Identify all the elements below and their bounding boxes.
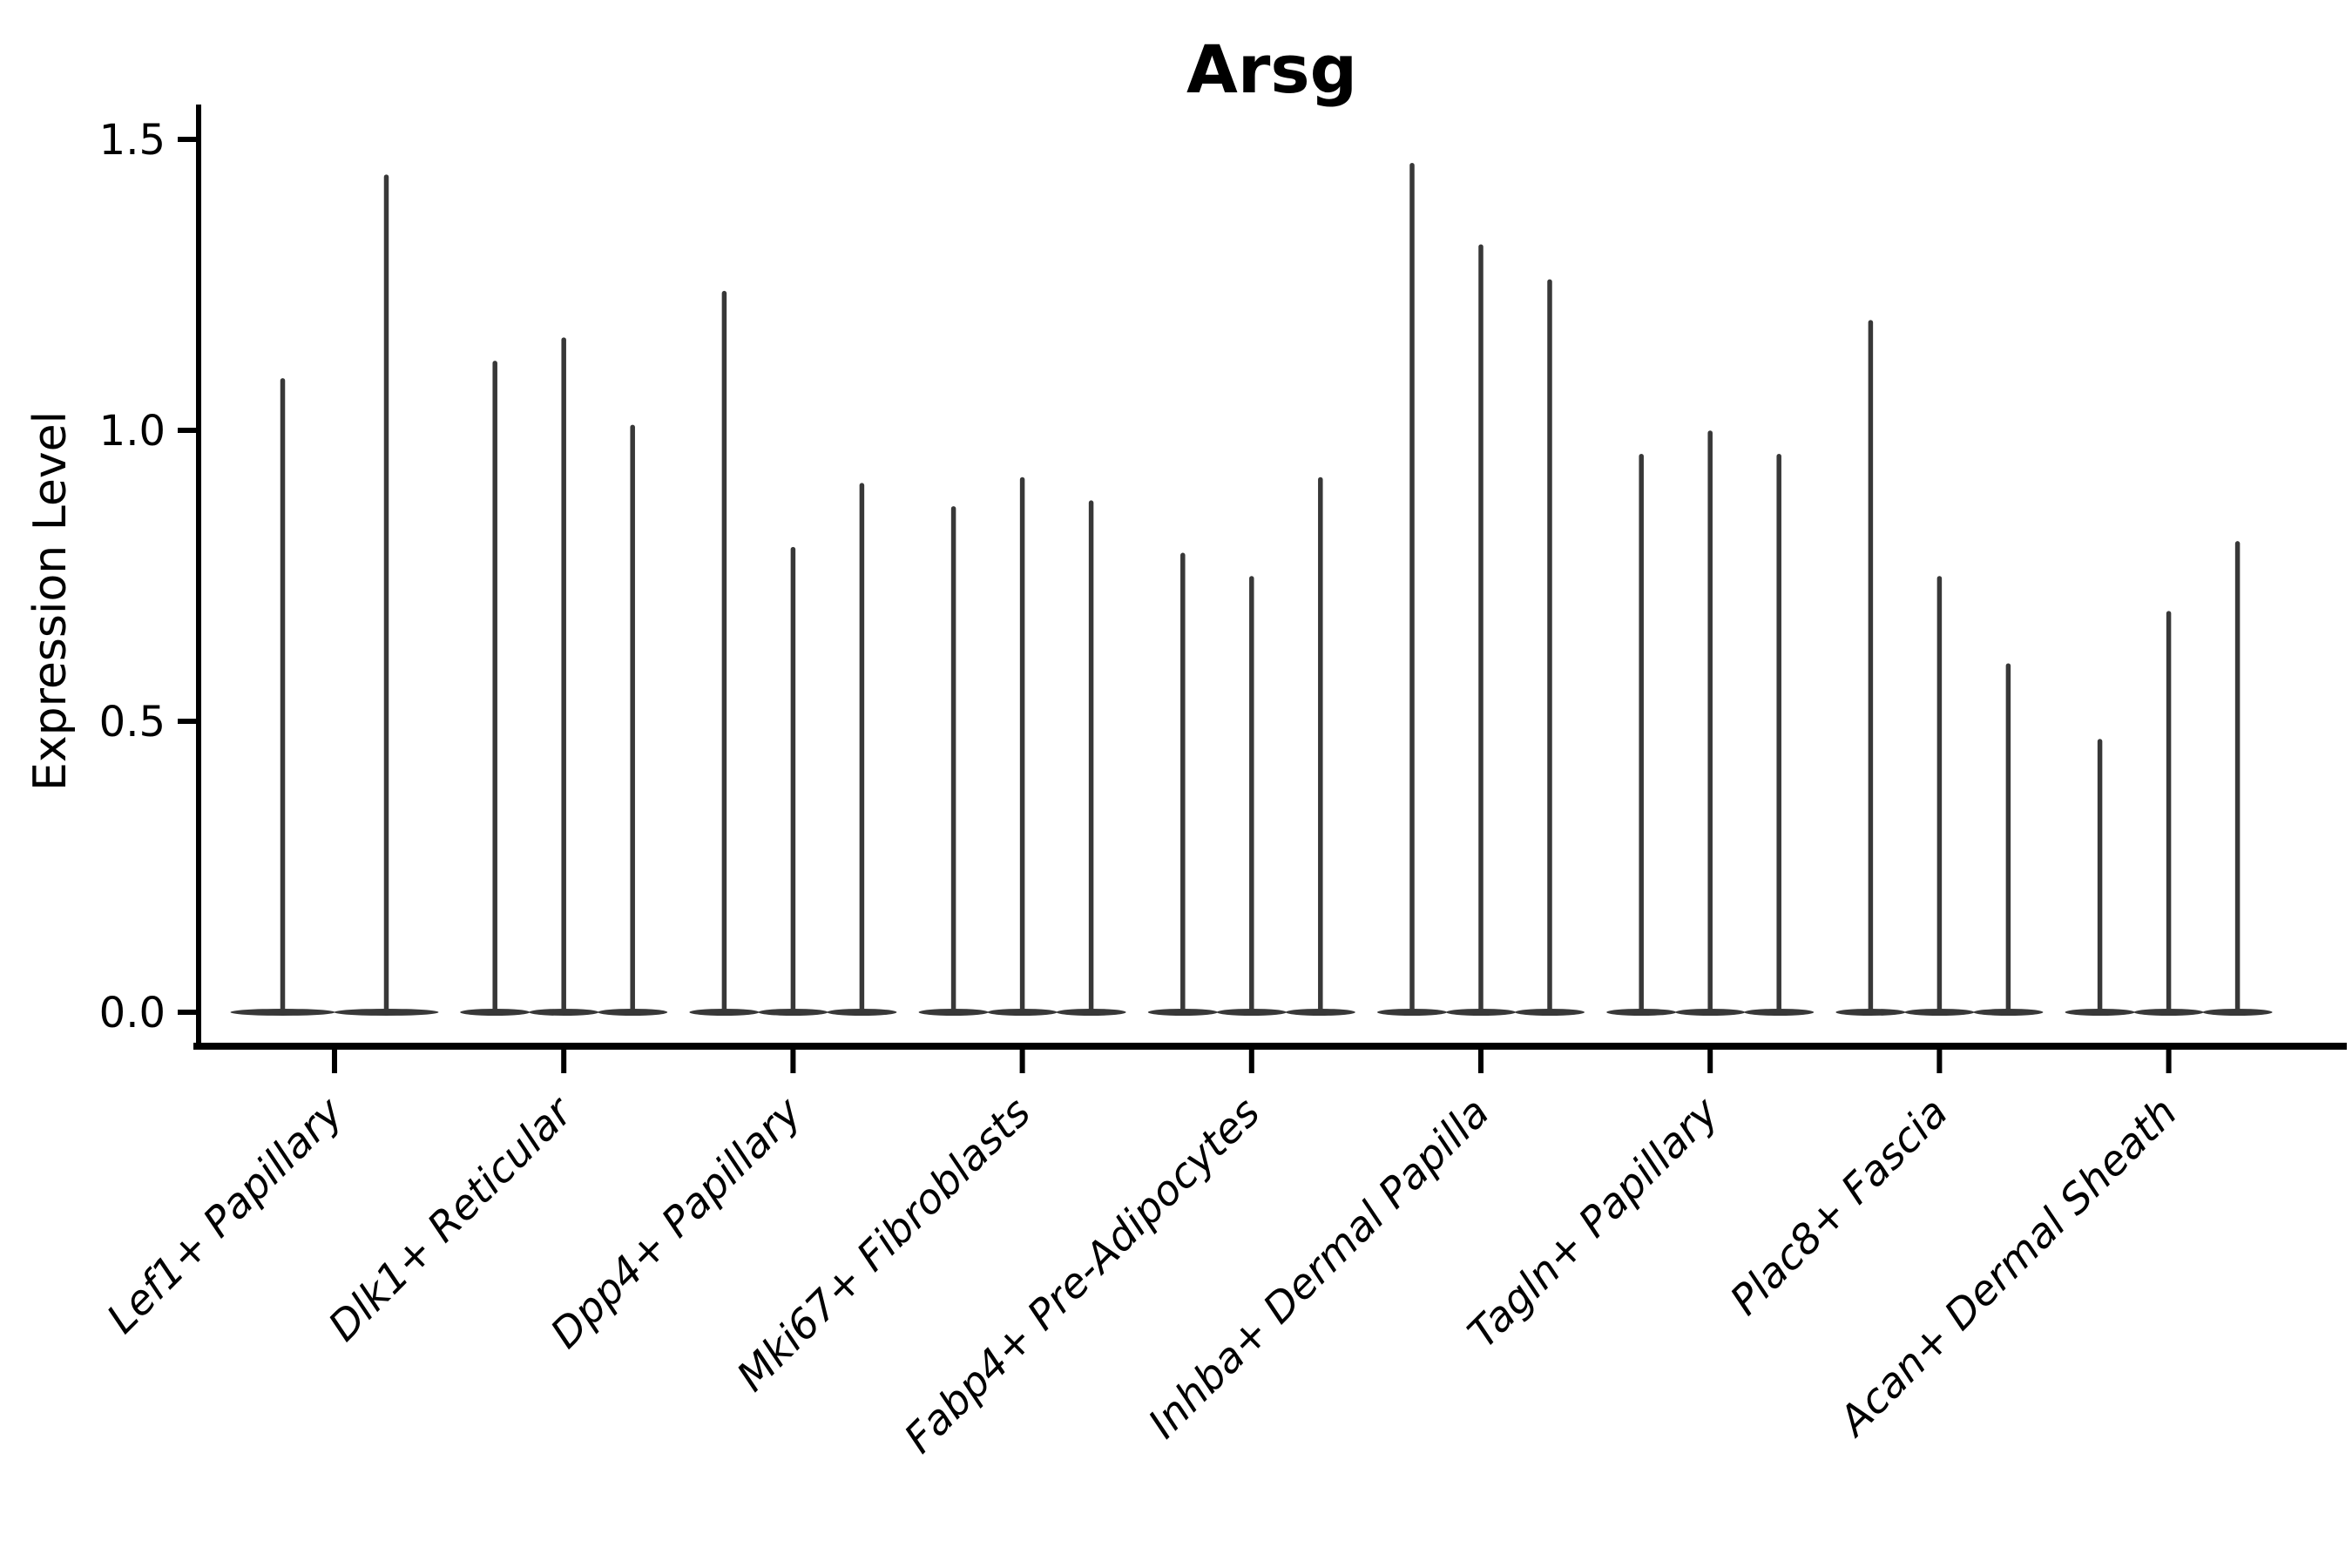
x-tick-label: Plac8+ Fascia — [1721, 1089, 1957, 1325]
y-axis-label: Expression Level — [24, 411, 77, 791]
x-tick-label: Dlk1+ Reticular — [320, 1087, 584, 1351]
x-tick-label: Dpp4+ Papillary — [542, 1088, 812, 1358]
chart-title: Arsg — [1186, 30, 1357, 108]
x-tick-label: Tagln+ Papillary — [1459, 1088, 1729, 1358]
y-tick-label: 0.5 — [99, 698, 166, 747]
y-tick-label: 1.0 — [99, 407, 166, 456]
x-tick-label: Lef1+ Papillary — [98, 1088, 353, 1343]
bottom-axis-spine — [193, 1043, 2347, 1050]
y-tick-layer: 0.0 0.5 1.0 1.5 — [99, 116, 199, 1037]
left-axis-spine — [196, 105, 201, 1048]
y-tick-label: 1.5 — [99, 116, 166, 165]
violin-layer — [230, 162, 2273, 1016]
y-tick-label: 0.0 — [99, 989, 166, 1037]
axis-spines — [193, 105, 2347, 1050]
